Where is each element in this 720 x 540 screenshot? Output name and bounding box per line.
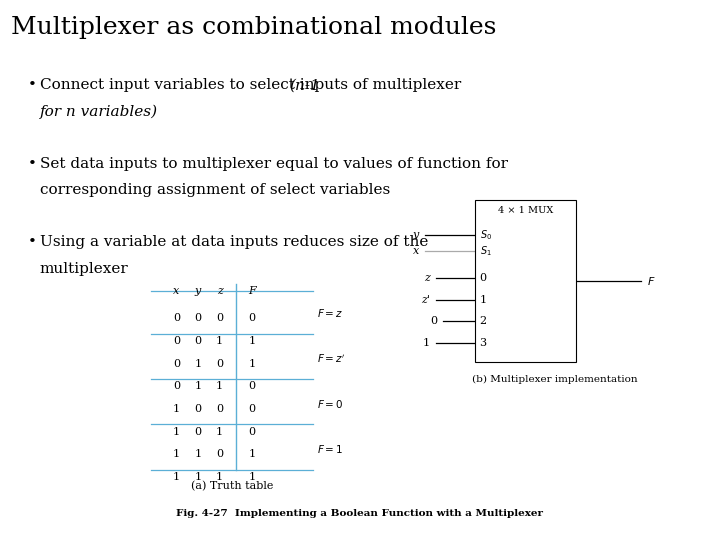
Text: 2: 2 — [480, 316, 487, 326]
Text: z: z — [424, 273, 430, 283]
Text: F: F — [248, 286, 256, 296]
Text: z': z' — [421, 295, 430, 305]
Text: 0: 0 — [194, 404, 202, 414]
Text: Connect input variables to select inputs of multiplexer: Connect input variables to select inputs… — [40, 78, 466, 92]
Text: 1: 1 — [248, 472, 256, 482]
Text: 1: 1 — [248, 336, 256, 346]
Text: Multiplexer as combinational modules: Multiplexer as combinational modules — [11, 16, 496, 39]
Text: y: y — [413, 230, 419, 240]
Text: 0: 0 — [480, 273, 487, 283]
Text: 1: 1 — [194, 359, 202, 369]
Text: 0: 0 — [194, 427, 202, 437]
Text: 1: 1 — [173, 427, 180, 437]
Text: 1: 1 — [216, 381, 223, 391]
Text: 1: 1 — [194, 381, 202, 391]
Text: 1: 1 — [423, 338, 430, 348]
Text: $F=z'$: $F=z'$ — [317, 353, 346, 364]
Text: 0: 0 — [430, 316, 437, 326]
Text: 1: 1 — [173, 449, 180, 460]
Text: $S_1$: $S_1$ — [480, 244, 491, 258]
Text: •: • — [27, 157, 36, 171]
Text: 0: 0 — [173, 336, 180, 346]
Text: 0: 0 — [216, 359, 223, 369]
Text: (b) Multiplexer implementation: (b) Multiplexer implementation — [472, 375, 637, 384]
Text: 1: 1 — [248, 449, 256, 460]
Text: 1: 1 — [173, 404, 180, 414]
Text: 0: 0 — [194, 336, 202, 346]
Text: for n variables): for n variables) — [40, 105, 158, 119]
Text: •: • — [27, 78, 36, 92]
Text: 1: 1 — [216, 336, 223, 346]
Text: 1: 1 — [216, 427, 223, 437]
Text: (n-1: (n-1 — [289, 78, 320, 92]
Text: 0: 0 — [173, 313, 180, 323]
Text: 3: 3 — [480, 338, 487, 348]
Text: 0: 0 — [173, 381, 180, 391]
Text: $F=z$: $F=z$ — [317, 307, 343, 319]
Text: 0: 0 — [248, 381, 256, 391]
Bar — [475, 200, 576, 362]
Text: $S_0$: $S_0$ — [480, 228, 492, 242]
Text: Set data inputs to multiplexer equal to values of function for: Set data inputs to multiplexer equal to … — [40, 157, 508, 171]
Text: y: y — [195, 286, 201, 296]
Text: 1: 1 — [194, 449, 202, 460]
Text: 0: 0 — [173, 359, 180, 369]
Text: 0: 0 — [216, 404, 223, 414]
Text: x: x — [413, 246, 419, 256]
Text: (a) Truth table: (a) Truth table — [191, 481, 274, 491]
Text: 1: 1 — [248, 359, 256, 369]
Text: 0: 0 — [216, 313, 223, 323]
Text: 1: 1 — [216, 472, 223, 482]
Text: x: x — [174, 286, 179, 296]
Text: multiplexer: multiplexer — [40, 261, 128, 275]
Text: •: • — [27, 235, 36, 249]
Text: corresponding assignment of select variables: corresponding assignment of select varia… — [40, 183, 390, 197]
Text: Fig. 4-27  Implementing a Boolean Function with a Multiplexer: Fig. 4-27 Implementing a Boolean Functio… — [176, 509, 544, 518]
Text: $F=1$: $F=1$ — [317, 443, 343, 455]
Text: 0: 0 — [216, 449, 223, 460]
Text: 4 × 1 MUX: 4 × 1 MUX — [498, 206, 553, 215]
Text: $F$: $F$ — [647, 275, 655, 287]
Text: 1: 1 — [173, 472, 180, 482]
Text: 1: 1 — [480, 295, 487, 305]
Text: Using a variable at data inputs reduces size of the: Using a variable at data inputs reduces … — [40, 235, 428, 249]
Text: z: z — [217, 286, 222, 296]
Text: 0: 0 — [248, 404, 256, 414]
Text: $F=0$: $F=0$ — [317, 398, 343, 410]
Text: 0: 0 — [248, 313, 256, 323]
Text: 0: 0 — [248, 427, 256, 437]
Text: 0: 0 — [194, 313, 202, 323]
Text: 1: 1 — [194, 472, 202, 482]
